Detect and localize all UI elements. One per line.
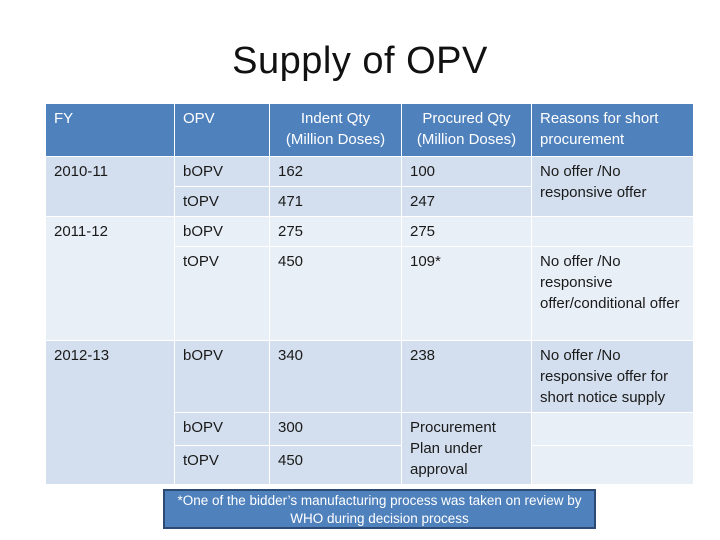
table-row: bOPV 300 Procurement Plan under approval — [46, 412, 694, 485]
slide-title: Supply of OPV — [232, 40, 488, 82]
opv-cell: tOPV — [174, 444, 270, 486]
procured-cell: 247 — [401, 186, 532, 217]
header-indent-line1: Indent Qty — [300, 110, 371, 127]
opv-cell: bOPV — [174, 216, 270, 247]
procured-cell: Procurement Plan under approval — [401, 412, 532, 485]
table-row: tOPV 450 109* No offer /No responsive of… — [46, 246, 694, 341]
fy-cell: 2012-13 — [45, 340, 175, 485]
reason-cell: No offer /No responsive offer/conditiona… — [531, 246, 694, 341]
opv-cell: tOPV — [174, 186, 270, 217]
reason-cell — [531, 216, 694, 247]
opv-cell: bOPV — [174, 412, 270, 446]
header-procured-qty: Procured Qty (Million Doses) — [401, 103, 532, 157]
header-fy: FY — [45, 103, 175, 157]
opv-cell: bOPV — [174, 340, 270, 413]
header-reasons-line2: procurement — [540, 131, 625, 148]
indent-cell: 450 — [269, 246, 402, 341]
header-reasons-line1: Reasons for short — [540, 110, 659, 127]
table-row: 2012-13 bOPV 340 238 No offer /No respon… — [45, 340, 694, 485]
procured-cell: 100 — [401, 156, 532, 187]
header-opv: OPV — [174, 103, 270, 157]
indent-cell: 275 — [269, 216, 402, 247]
reason-cell: No offer /No responsive offer — [531, 156, 694, 217]
reason-cell — [531, 412, 694, 446]
reason-cell: No offer /No responsive offer for short … — [531, 340, 694, 413]
table-header-row: FY OPV Indent Qty (Million Doses) Procur… — [45, 103, 694, 157]
procured-cell: 275 — [401, 216, 532, 247]
footnote-box: *One of the bidder’s manufacturing proce… — [163, 489, 596, 529]
table-row: tOPV 471 247 — [46, 186, 694, 217]
header-indent-qty: Indent Qty (Million Doses) — [269, 103, 402, 157]
indent-cell: 340 — [269, 340, 402, 413]
indent-cell: 162 — [269, 156, 402, 187]
header-procured-line2: (Million Doses) — [416, 131, 517, 148]
header-indent-line2: (Million Doses) — [285, 131, 386, 148]
indent-cell: 300 — [269, 412, 402, 446]
indent-cell: 450 — [269, 444, 402, 486]
table-row: 2010-11 bOPV 162 100 No offer /No respon… — [45, 156, 694, 217]
table-row: 2011-12 bOPV 275 275 — [45, 216, 694, 341]
indent-cell: 471 — [269, 186, 402, 217]
procured-cell: 109* — [401, 246, 532, 341]
opv-supply-table: FY OPV Indent Qty (Million Doses) Procur… — [45, 103, 694, 486]
header-reasons: Reasons for short procurement — [531, 103, 694, 157]
opv-cell: tOPV — [174, 246, 270, 341]
header-procured-line1: Procured Qty — [422, 110, 511, 127]
table-row: tOPV 450 — [46, 444, 694, 486]
procured-cell: 238 — [401, 340, 532, 413]
fy-cell: 2011-12 — [45, 216, 175, 341]
opv-cell: bOPV — [174, 156, 270, 187]
fy-cell: 2010-11 — [45, 156, 175, 217]
reason-cell — [531, 444, 694, 486]
